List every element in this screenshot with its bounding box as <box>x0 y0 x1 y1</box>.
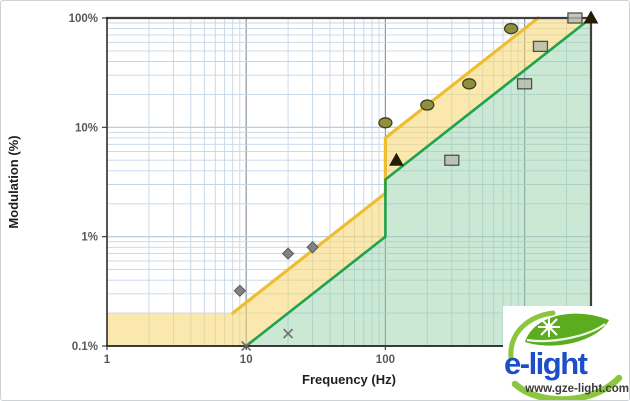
marker-x <box>283 328 294 339</box>
y-tick-label: 0.1% <box>72 341 98 353</box>
y-tick-label: 10% <box>75 122 98 134</box>
low-risk-region <box>107 18 591 346</box>
marker-square <box>516 78 533 90</box>
low-risk-limit-line <box>231 16 540 315</box>
x-tick-label: 1 <box>104 354 111 366</box>
logo-ring-arc-bottom <box>511 374 623 400</box>
marker-square <box>567 12 583 24</box>
no-effect-region <box>246 18 591 346</box>
y-tick-label: 1% <box>81 232 98 244</box>
risk-regions <box>107 18 591 346</box>
axis-ticks: 1 10 100 0.1% 1% 10% 100% <box>69 13 395 366</box>
marker-diamond <box>233 284 247 297</box>
marker-circle <box>462 78 477 90</box>
logo-url-text: www.gze-light.com <box>525 383 629 395</box>
marker-triangle <box>389 152 404 166</box>
marker-square <box>532 40 549 53</box>
y-axis-title: Modulation (%) <box>6 135 21 228</box>
logo-leaf-icon <box>525 313 609 346</box>
x-axis-title: Frequency (Hz) <box>302 372 396 387</box>
logo-ring-arc-top <box>508 310 556 361</box>
marker-circle <box>378 117 393 129</box>
marker-diamond <box>281 247 295 260</box>
marker-triangle <box>583 10 599 24</box>
boundary-lines <box>231 16 593 348</box>
logo-graphic <box>508 310 623 400</box>
data-markers <box>233 10 599 352</box>
e-light-logo: e-light www.gze-light.com <box>503 306 629 400</box>
marker-circle <box>503 22 519 35</box>
no-effect-limit-line <box>244 16 593 348</box>
marker-circle <box>420 99 435 111</box>
logo-brand-text: e-light <box>504 346 588 381</box>
x-tick-label: 100 <box>376 354 395 366</box>
logo-leaf-swoosh <box>526 323 606 343</box>
marker-diamond <box>306 241 319 254</box>
gridlines <box>107 18 591 346</box>
sun-icon <box>538 317 560 337</box>
marker-square <box>444 154 460 166</box>
x-tick-label: 10 <box>240 354 253 366</box>
y-tick-label: 100% <box>69 13 98 25</box>
